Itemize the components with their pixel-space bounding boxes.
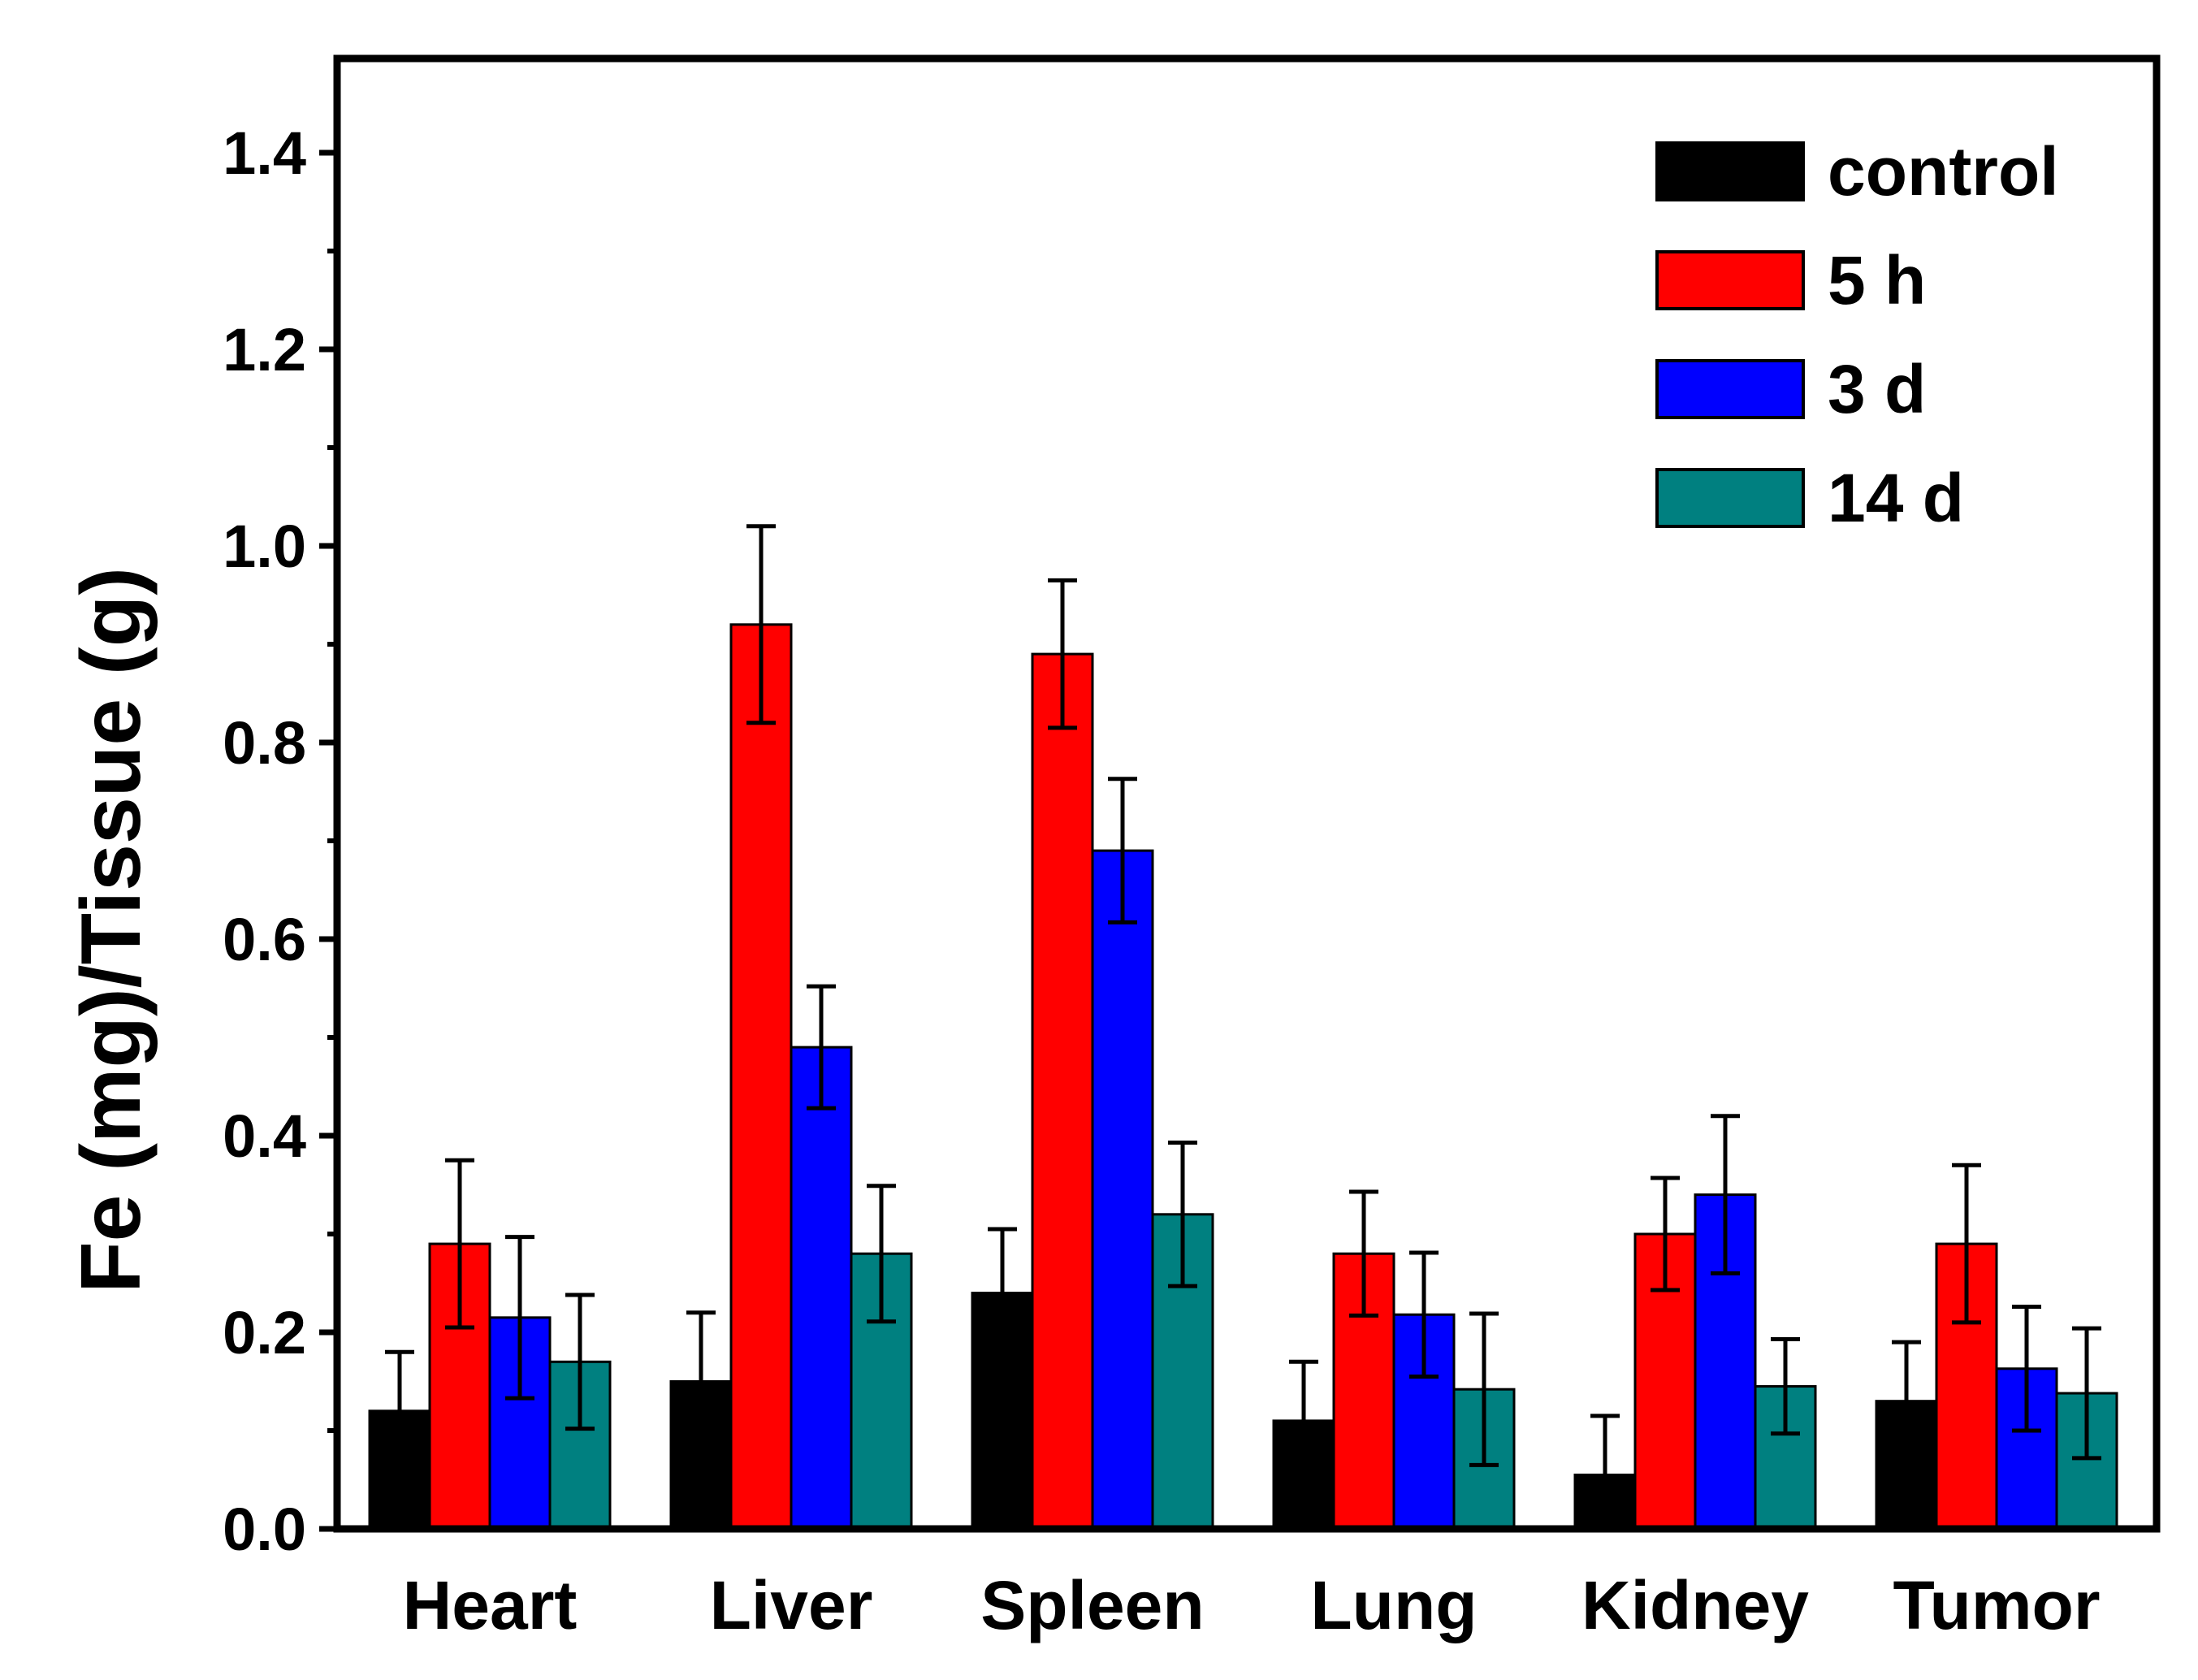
plot-frame [333, 54, 2161, 1533]
legend-entry-control: control [1655, 133, 2059, 210]
error-bar-lung-14-d [1469, 1311, 1499, 1467]
x-tick-label-heart: Heart [403, 1567, 578, 1643]
error-bars-layer [385, 524, 2101, 1531]
bars-layer [368, 623, 2118, 1531]
y-tick-label: 0.0 [223, 1496, 306, 1563]
error-bar-spleen-5-h [1048, 578, 1077, 730]
error-bar-spleen-14-d [1168, 1140, 1197, 1288]
legend-swatch [1655, 359, 1805, 419]
y-axis-ticks: 0.0 0.2 0.4 0.6 0.8 1.0 1.2 1.4 [223, 119, 337, 1563]
error-bar-liver-3-d [807, 984, 836, 1111]
error-bar-liver-control [686, 1310, 716, 1453]
y-tick-label: 1.0 [223, 513, 306, 580]
error-bar-heart-control [385, 1349, 414, 1472]
error-bar-lung-control [1289, 1359, 1318, 1482]
legend-label: 14 d [1828, 460, 1964, 536]
y-axis-title: Fe (mg)/Tissue (g) [64, 567, 158, 1293]
error-bar-liver-14-d [867, 1184, 896, 1324]
legend-swatch [1655, 141, 1805, 201]
error-bar-liver-5-h [746, 524, 776, 725]
y-tick-label: 1.2 [223, 316, 306, 383]
error-bar-kidney-14-d [1771, 1336, 1800, 1436]
legend: control 5 h 3 d 14 d [1655, 133, 2059, 536]
legend-label: 3 d [1828, 351, 1926, 427]
error-bar-lung-3-d [1409, 1250, 1439, 1379]
legend-swatch [1655, 250, 1805, 310]
bar-liver-3-d [790, 1046, 853, 1531]
bar-spleen-3-d [1091, 849, 1154, 1531]
bar-spleen-5-h [1031, 652, 1094, 1531]
bar-liver-5-h [729, 623, 793, 1531]
legend-entry-14-d: 14 d [1655, 460, 1964, 536]
bar-tumor-control [1875, 1400, 1938, 1531]
error-bar-kidney-5-h [1651, 1176, 1680, 1292]
legend-entry-3-d: 3 d [1655, 351, 1926, 427]
legend-swatch [1655, 468, 1805, 528]
y-tick-label: 0.8 [223, 709, 306, 777]
x-tick-label-lung: Lung [1310, 1567, 1477, 1643]
y-tick-label: 0.6 [223, 906, 306, 973]
error-bar-tumor-control [1892, 1340, 1921, 1462]
legend-label: control [1828, 133, 2059, 210]
error-bar-heart-5-h [445, 1158, 474, 1330]
error-bar-spleen-control [988, 1227, 1017, 1359]
error-bar-heart-14-d [565, 1292, 595, 1431]
x-tick-label-kidney: Kidney [1581, 1567, 1809, 1643]
y-tick-label: 0.4 [223, 1102, 306, 1170]
error-bar-tumor-5-h [1952, 1163, 1981, 1325]
error-bar-tumor-14-d [2072, 1326, 2101, 1461]
legend-label: 5 h [1828, 242, 1926, 318]
x-tick-label-tumor: Tumor [1893, 1567, 2100, 1643]
bar-heart-14-d [548, 1360, 612, 1531]
x-tick-label-spleen: Spleen [980, 1567, 1204, 1643]
error-bar-tumor-3-d [2012, 1305, 2041, 1433]
error-bar-lung-5-h [1349, 1189, 1378, 1318]
y-tick-label: 0.2 [223, 1299, 306, 1366]
x-tick-label-liver: Liver [710, 1567, 873, 1643]
error-bar-heart-3-d [505, 1235, 534, 1401]
legend-entry-5-h: 5 h [1655, 242, 1926, 318]
y-tick-label: 1.4 [223, 119, 306, 187]
error-bar-spleen-3-d [1108, 777, 1137, 924]
error-bar-kidney-3-d [1711, 1114, 1740, 1275]
x-axis-category-labels: Heart Liver Spleen Lung Kidney Tumor [403, 1567, 2101, 1643]
